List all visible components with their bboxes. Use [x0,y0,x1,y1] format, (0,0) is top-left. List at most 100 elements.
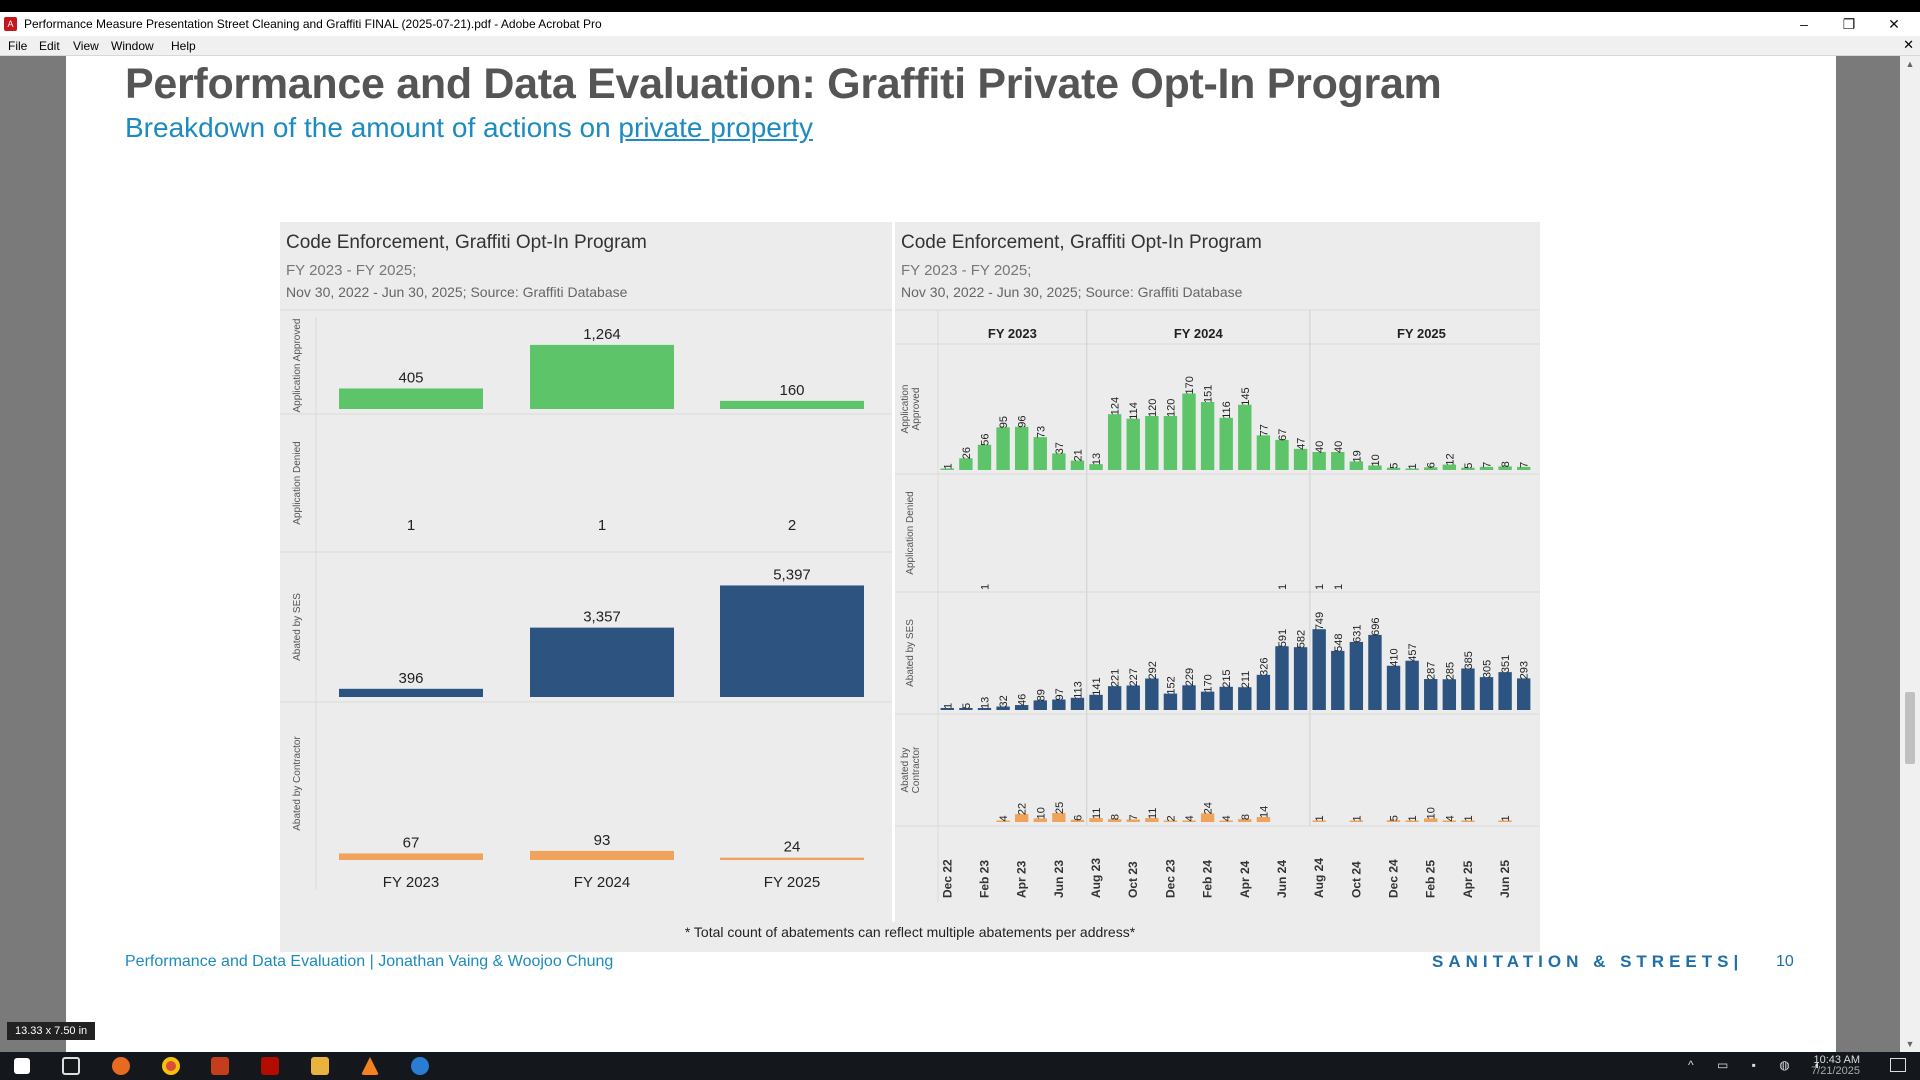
month-tick-label: Apr 25 [1461,860,1475,898]
task-view-icon[interactable] [62,1057,80,1075]
powerpoint-icon[interactable] [211,1057,229,1075]
bar [977,444,992,470]
bar [1479,677,1494,710]
acrobat-taskbar-icon[interactable] [261,1057,279,1075]
menu-help[interactable]: Help [171,39,196,53]
bar [720,585,864,697]
data-label: 67 [403,834,420,851]
month-tick-label: Dec 24 [1387,859,1401,898]
bar [1200,691,1215,710]
bar [1442,820,1457,822]
data-label: 97 [1054,688,1066,700]
bar [1145,678,1159,710]
bar [1126,819,1140,822]
system-tray-icons[interactable]: ^ ▭ ▪ ◍ ◖ [1688,1058,1831,1072]
data-label: 6 [1072,815,1084,821]
slide-subtitle: Breakdown of the amount of actions on pr… [125,112,813,144]
data-label: 7 [1482,462,1494,468]
clock[interactable]: 10:43 AM 7/21/2025 [1811,1055,1860,1077]
firefox-icon[interactable] [112,1057,130,1075]
data-label: 696 [1370,618,1382,636]
app-icon[interactable] [411,1057,429,1075]
data-label: 26 [961,447,973,459]
bar [1033,818,1047,822]
bar [1312,820,1326,822]
menu-window[interactable]: Window [111,39,154,53]
private-property-link[interactable]: private property [618,112,813,143]
data-label: 11 [1147,808,1159,819]
menu-edit[interactable]: Edit [39,39,60,53]
window-title: Performance Measure Presentation Street … [24,17,602,31]
chrome-icon[interactable] [162,1057,180,1075]
bar [1182,393,1196,470]
bar [1386,467,1401,470]
fiscal-year-header: FY 2024 [1174,326,1224,341]
bar [1163,693,1178,710]
file-explorer-icon[interactable] [311,1057,329,1075]
data-label: 12 [1444,453,1456,465]
bar [1070,460,1085,470]
data-label: 21 [1072,449,1084,461]
data-label: 10 [1035,807,1047,819]
page-size-readout: 13.33 x 7.50 in [7,1022,96,1040]
data-label: 1 [407,517,415,534]
data-label: 40 [1333,441,1345,453]
data-label: 19 [1351,450,1363,462]
data-label: 211 [1240,671,1252,689]
subtitle-prefix: Breakdown of the amount of actions on [125,112,619,143]
month-tick-label: Oct 23 [1126,861,1140,898]
data-label: 305 [1482,660,1494,678]
bar [1052,699,1066,710]
close-document-icon[interactable]: ✕ [1903,37,1914,52]
notification-icon[interactable] [1890,1058,1906,1072]
bar [1033,700,1047,710]
row-label: Application Denied [292,441,303,524]
taskbar: ^ ▭ ▪ ◍ ◖ 10:43 AM 7/21/2025 [0,1052,1920,1080]
bar [1126,418,1140,470]
bar [720,400,864,409]
bar [1517,466,1531,470]
data-label: 326 [1258,657,1270,675]
monthly-chart-panel: Code Enforcement, Graffiti Opt-In Progra… [895,222,1540,922]
data-label: 548 [1333,634,1345,652]
vertical-scrollbar[interactable]: ▲ ▼ [1900,56,1920,1052]
row-label: Abated by SES [292,593,303,661]
bar [1331,650,1345,710]
menu-file[interactable]: File [8,39,28,53]
scroll-thumb[interactable] [1905,692,1915,764]
category-label: FY 2024 [574,874,630,891]
data-label: 56 [979,434,991,446]
data-label: 152 [1165,676,1177,694]
data-label: 37 [1054,442,1066,454]
menu-bar: File Edit View Window Help ✕ [0,36,1920,56]
restore-button[interactable]: ❐ [1842,16,1856,32]
month-tick-label: Jun 25 [1498,860,1512,898]
windows-start-icon[interactable] [14,1058,30,1074]
bar [1256,816,1271,822]
row-label: Abated by SES [905,619,916,687]
bar [1014,426,1029,470]
bar [339,688,483,697]
scroll-down-icon[interactable]: ▼ [1905,1039,1915,1049]
menu-view[interactable]: View [73,39,99,53]
bar [1405,468,1419,470]
bar [1424,818,1438,822]
data-label: 14 [1258,806,1270,818]
yearly-chart-panel: Code Enforcement, Graffiti Opt-In Progra… [280,222,892,922]
month-tick-label: Feb 24 [1201,860,1215,898]
fiscal-year-header: FY 2023 [988,326,1037,341]
data-label: 113 [1072,681,1084,699]
month-tick-label: Dec 22 [940,859,954,898]
data-label: 5 [961,703,973,709]
bar [1405,820,1419,822]
close-window-button[interactable]: ✕ [1888,16,1900,32]
vlc-icon[interactable] [361,1057,379,1075]
bar [1089,464,1103,470]
data-label: 749 [1314,612,1326,630]
category-label: FY 2025 [764,874,820,891]
minimize-button[interactable]: – [1800,16,1808,32]
scroll-up-icon[interactable]: ▲ [1905,59,1915,69]
data-label: 8 [1110,814,1122,820]
bar [1275,439,1289,470]
data-label: 4 [1444,815,1456,821]
